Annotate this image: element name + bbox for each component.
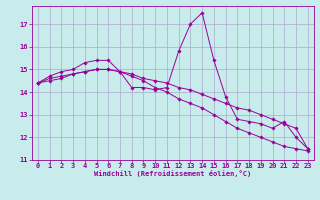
X-axis label: Windchill (Refroidissement éolien,°C): Windchill (Refroidissement éolien,°C) <box>94 170 252 177</box>
